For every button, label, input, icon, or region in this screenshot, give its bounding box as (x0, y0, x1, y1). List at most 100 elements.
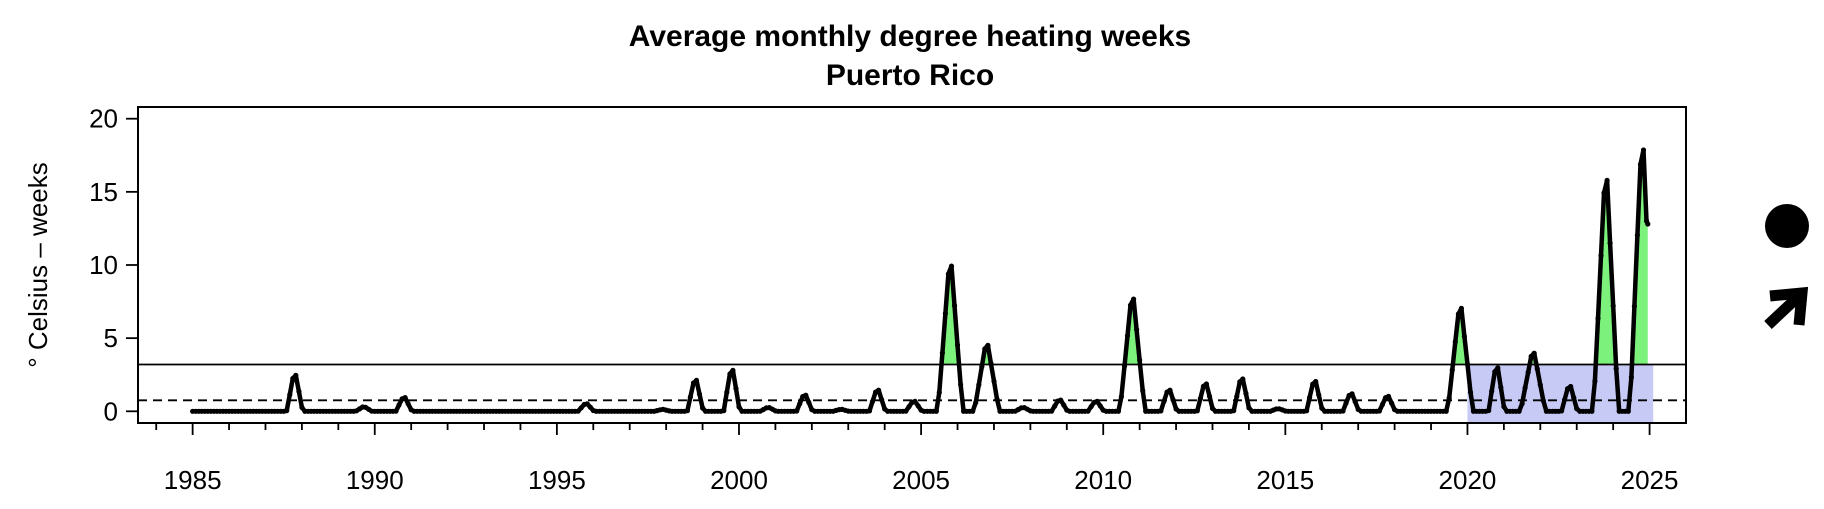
data-point (1519, 401, 1525, 407)
x-tick-label: 2000 (710, 465, 768, 495)
data-point (1379, 401, 1386, 407)
data-point (866, 408, 873, 414)
data-point (903, 408, 909, 414)
data-point (1243, 390, 1249, 396)
data-point (1340, 408, 1346, 414)
data-point (1598, 253, 1604, 259)
data-point (933, 408, 939, 414)
y-tick-label: 5 (104, 323, 118, 353)
data-point (296, 388, 302, 394)
y-tick-label: 0 (104, 396, 118, 426)
data-point (575, 408, 581, 414)
data-point (1452, 339, 1458, 345)
data-point (578, 405, 584, 411)
data-point (287, 392, 293, 398)
data-point (1167, 387, 1173, 393)
data-point (985, 342, 991, 348)
y-tick-label: 20 (89, 104, 118, 134)
data-point (284, 408, 290, 414)
data-point (1121, 363, 1128, 369)
exceedance-fill-layer (941, 150, 1648, 365)
data-point (806, 399, 812, 405)
data-point (402, 395, 408, 401)
data-point (1458, 305, 1464, 311)
data-point (1343, 400, 1349, 406)
data-point (727, 371, 733, 377)
data-point (1501, 404, 1507, 410)
data-point (1628, 374, 1634, 380)
data-point (915, 403, 921, 409)
data-point (1455, 311, 1461, 317)
data-point (803, 392, 809, 398)
data-point (1610, 303, 1616, 309)
data-point (405, 401, 411, 407)
data-point (958, 381, 964, 388)
data-point (1115, 408, 1121, 414)
data-point (1592, 378, 1598, 384)
data-point (299, 404, 305, 410)
data-point (994, 396, 1000, 402)
arrow-up-right-icon (1764, 286, 1809, 330)
data-point (1562, 397, 1568, 403)
x-tick-label: 2015 (1256, 465, 1314, 495)
data-point (584, 401, 590, 407)
filled-circle-icon (1765, 204, 1809, 248)
data-point (1134, 327, 1140, 333)
x-tick-label: 1990 (346, 465, 404, 495)
data-point (979, 364, 985, 370)
data-point (587, 404, 593, 410)
data-point (1461, 333, 1467, 339)
data-point (1137, 357, 1143, 363)
data-point (794, 408, 800, 414)
data-point (1140, 388, 1146, 394)
data-point (1097, 403, 1103, 409)
data-point (948, 263, 955, 269)
data-point (730, 367, 736, 373)
data-point (869, 398, 876, 405)
data-point (876, 387, 882, 393)
data-point (293, 372, 299, 378)
exceedance-fill (1595, 180, 1616, 365)
data-point (1049, 408, 1055, 414)
data-point (1486, 407, 1492, 414)
data-point (1625, 408, 1631, 414)
data-point (954, 342, 961, 348)
y-axis-label: ° Celsius – weeks (23, 162, 53, 367)
data-point (1601, 190, 1607, 196)
data-point (1170, 397, 1176, 403)
data-point (1634, 232, 1640, 238)
data-point (1088, 404, 1094, 410)
data-point (1446, 395, 1452, 401)
data-point (1516, 408, 1522, 414)
data-point (1640, 147, 1647, 153)
data-point (1231, 408, 1237, 414)
data-point (1495, 365, 1501, 371)
y-axis: 0 5 10 15 20 (89, 104, 138, 426)
data-point (1525, 369, 1531, 375)
data-point (939, 350, 946, 356)
data-point (696, 391, 703, 397)
data-point (1464, 361, 1471, 367)
x-tick-label: 2005 (892, 465, 950, 495)
data-point (973, 400, 979, 406)
data-point (1127, 302, 1134, 308)
data-point (1467, 389, 1474, 395)
chart-title: Average monthly degree heating weeks (629, 20, 1191, 53)
data-point (1094, 398, 1100, 404)
data-point (942, 310, 949, 317)
series-line-layer (192, 147, 1650, 414)
data-point (393, 408, 399, 414)
y-tick-label: 10 (89, 250, 118, 280)
data-point (1349, 391, 1355, 397)
data-point (797, 401, 803, 407)
data-point (1571, 395, 1577, 401)
data-point (976, 382, 982, 388)
data-point (970, 408, 976, 414)
data-point (687, 394, 694, 400)
data-point (1061, 402, 1067, 408)
series-points-layer (190, 147, 1651, 414)
data-point (1540, 398, 1546, 404)
data-point (1645, 221, 1651, 227)
data-point (1085, 408, 1091, 414)
data-point (1613, 366, 1619, 372)
